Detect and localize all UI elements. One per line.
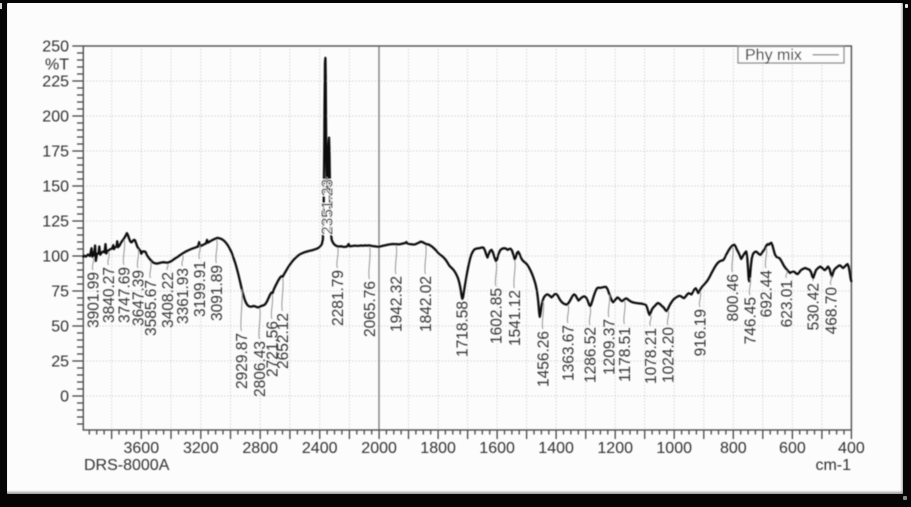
svg-text:1541.12: 1541.12 bbox=[507, 290, 524, 346]
svg-text:3647.39: 3647.39 bbox=[131, 270, 148, 326]
svg-text:400: 400 bbox=[838, 440, 865, 457]
svg-text:600: 600 bbox=[779, 440, 806, 457]
svg-text:150: 150 bbox=[42, 179, 69, 196]
svg-text:1000: 1000 bbox=[656, 440, 692, 457]
svg-text:75: 75 bbox=[51, 284, 69, 301]
svg-text:25: 25 bbox=[51, 354, 69, 371]
svg-text:3585.67: 3585.67 bbox=[143, 280, 160, 336]
svg-text:2281.79: 2281.79 bbox=[330, 270, 347, 326]
svg-text:746.45: 746.45 bbox=[743, 297, 760, 344]
svg-text:3901.99: 3901.99 bbox=[86, 272, 103, 328]
svg-text:125: 125 bbox=[42, 214, 69, 231]
svg-text:2351.23: 2351.23 bbox=[320, 179, 337, 235]
svg-text:DRS-8000A: DRS-8000A bbox=[84, 457, 170, 474]
svg-text:800.46: 800.46 bbox=[725, 274, 742, 321]
svg-text:cm-1: cm-1 bbox=[815, 457, 851, 474]
svg-text:1800: 1800 bbox=[420, 440, 456, 457]
svg-text:3091.89: 3091.89 bbox=[209, 265, 226, 321]
svg-text:225: 225 bbox=[42, 74, 69, 91]
svg-text:916.19: 916.19 bbox=[693, 309, 710, 356]
svg-text:3361.93: 3361.93 bbox=[175, 268, 192, 324]
svg-text:1200: 1200 bbox=[597, 440, 633, 457]
svg-text:2400: 2400 bbox=[302, 440, 338, 457]
svg-text:50: 50 bbox=[51, 319, 69, 336]
svg-text:3747.69: 3747.69 bbox=[117, 267, 134, 323]
svg-text:1600: 1600 bbox=[479, 440, 515, 457]
svg-text:3408.22: 3408.22 bbox=[160, 272, 177, 328]
svg-text:2806.43: 2806.43 bbox=[252, 341, 269, 397]
svg-text:100: 100 bbox=[42, 249, 69, 266]
svg-text:692.44: 692.44 bbox=[759, 270, 776, 318]
svg-text:200: 200 bbox=[42, 109, 69, 126]
svg-text:Phy mix: Phy mix bbox=[745, 47, 802, 64]
svg-text:2929.87: 2929.87 bbox=[234, 333, 251, 389]
svg-text:3600: 3600 bbox=[124, 440, 160, 457]
svg-text:1024.20: 1024.20 bbox=[661, 327, 678, 383]
svg-text:0: 0 bbox=[60, 389, 69, 406]
svg-text:%T: %T bbox=[45, 57, 69, 74]
svg-text:1456.26: 1456.26 bbox=[536, 331, 553, 387]
svg-text:3199.91: 3199.91 bbox=[192, 261, 209, 317]
svg-text:1400: 1400 bbox=[538, 440, 574, 457]
svg-text:2652.12: 2652.12 bbox=[275, 313, 292, 369]
svg-text:623.01: 623.01 bbox=[779, 280, 796, 327]
svg-text:1942.32: 1942.32 bbox=[389, 276, 406, 332]
svg-text:2000: 2000 bbox=[361, 440, 397, 457]
svg-text:1078.21: 1078.21 bbox=[643, 328, 660, 384]
svg-text:2065.76: 2065.76 bbox=[362, 281, 379, 337]
svg-text:1718.58: 1718.58 bbox=[455, 301, 472, 357]
svg-text:3840.27: 3840.27 bbox=[101, 267, 118, 323]
svg-text:1363.67: 1363.67 bbox=[561, 325, 578, 381]
svg-text:1286.52: 1286.52 bbox=[583, 327, 600, 383]
svg-text:2800: 2800 bbox=[242, 440, 278, 457]
svg-text:1602.85: 1602.85 bbox=[489, 288, 506, 344]
svg-text:175: 175 bbox=[42, 144, 69, 161]
svg-text:1178.51: 1178.51 bbox=[617, 327, 634, 382]
svg-text:250: 250 bbox=[42, 39, 69, 56]
svg-text:1209.37: 1209.37 bbox=[602, 319, 619, 375]
svg-text:530.42: 530.42 bbox=[806, 283, 823, 330]
svg-text:1842.02: 1842.02 bbox=[418, 276, 435, 332]
svg-text:800: 800 bbox=[720, 440, 747, 457]
svg-text:468.70: 468.70 bbox=[824, 287, 841, 335]
svg-text:2721.56: 2721.56 bbox=[265, 321, 282, 377]
svg-text:3200: 3200 bbox=[183, 440, 219, 457]
